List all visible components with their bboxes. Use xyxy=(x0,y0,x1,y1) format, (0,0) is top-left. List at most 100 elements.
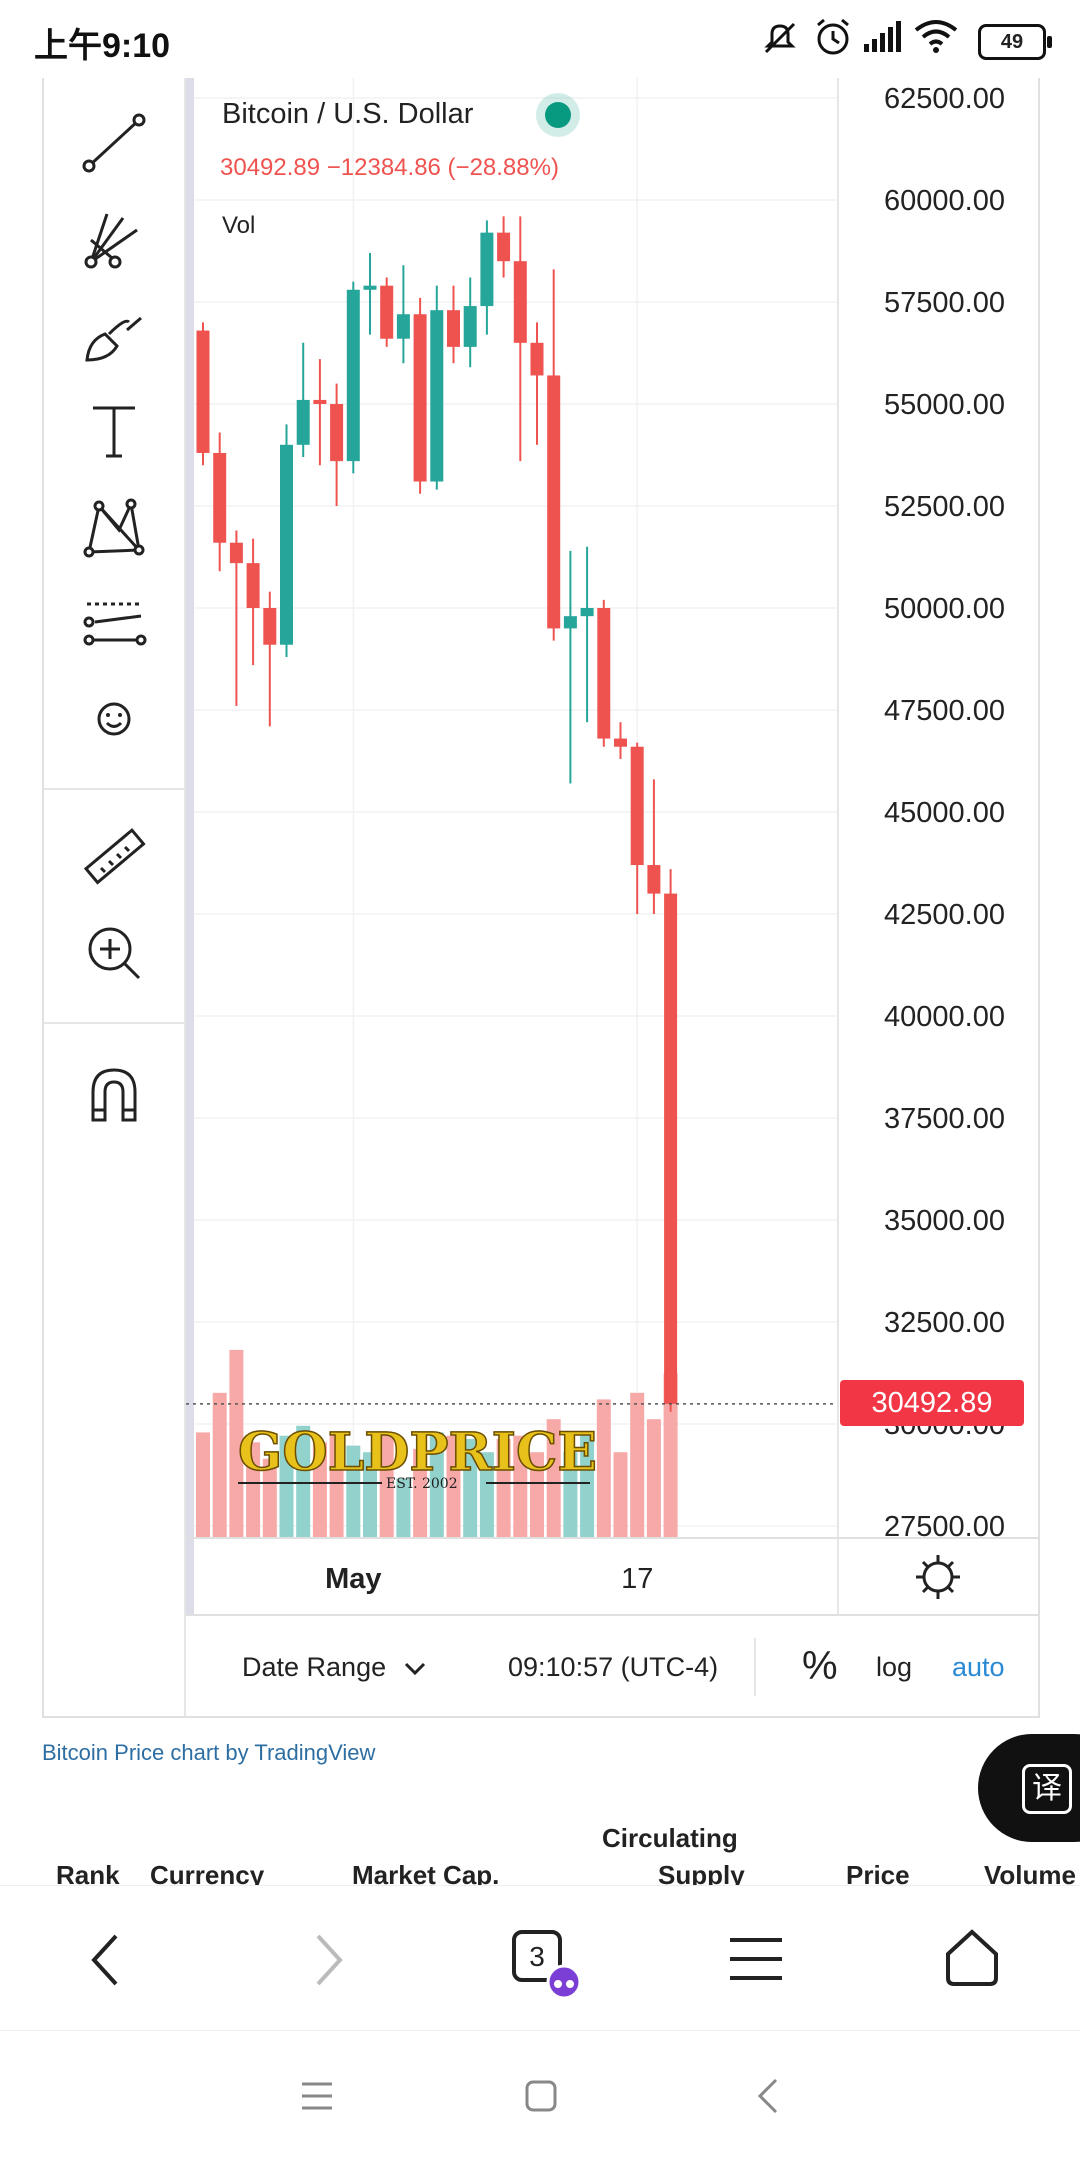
date-range-dropdown[interactable]: Date Range xyxy=(242,1652,426,1683)
text-tool[interactable] xyxy=(44,386,184,476)
price-tick-label: 50000.00 xyxy=(884,593,1005,625)
candle xyxy=(597,599,611,747)
translate-button[interactable] xyxy=(978,1734,1080,1842)
last-price-tag: 30492.89 xyxy=(840,1380,1024,1426)
price-tick-label: 42500.00 xyxy=(884,899,1005,931)
candle xyxy=(497,216,511,278)
settings-button[interactable] xyxy=(916,1555,960,1599)
candle xyxy=(380,277,394,347)
col-supply-line1[interactable]: Circulating xyxy=(602,1823,738,1853)
brush-icon xyxy=(85,316,142,362)
volume-bar xyxy=(463,1439,478,1538)
date-range-label: Date Range xyxy=(242,1652,387,1682)
candle-body xyxy=(580,608,594,617)
candle-body xyxy=(647,865,661,894)
price-tick-label: 37500.00 xyxy=(884,1103,1005,1135)
tabs-button[interactable]: 3 xyxy=(512,1930,562,1982)
emoji-tool[interactable] xyxy=(44,674,184,764)
volume-bar xyxy=(296,1425,311,1538)
symbol-title[interactable]: Bitcoin / U.S. Dollar xyxy=(222,98,474,130)
fib-fan-icon xyxy=(84,213,138,269)
candle xyxy=(363,253,377,335)
candle-body xyxy=(396,314,410,339)
status-bar: 上午9:10 49 xyxy=(0,0,1080,78)
menu-button[interactable] xyxy=(728,1936,784,1982)
candle xyxy=(246,538,260,666)
volume-bar xyxy=(630,1392,645,1538)
candle-body xyxy=(346,289,360,462)
candle xyxy=(413,297,427,494)
brush-tool[interactable] xyxy=(44,290,184,380)
mute-icon xyxy=(764,22,796,54)
translate-icon: 译 xyxy=(1022,1764,1072,1814)
system-navigation-bar xyxy=(0,2030,1080,2161)
volume-bar xyxy=(530,1452,544,1538)
watermark-text: GOLDPRICE xyxy=(238,1422,597,1483)
candle xyxy=(263,591,277,727)
gann-fan-tool[interactable] xyxy=(44,194,184,284)
candle-body xyxy=(213,452,227,543)
chevron-right-icon xyxy=(316,1934,343,1986)
volume-bar xyxy=(663,1373,678,1538)
smiley-icon xyxy=(97,702,131,736)
recents-icon xyxy=(302,2082,332,2110)
volume-bar xyxy=(496,1439,511,1538)
candle xyxy=(647,779,661,914)
drawing-toolbar xyxy=(44,78,186,1716)
candle xyxy=(563,550,577,784)
market-status-dot[interactable] xyxy=(545,102,571,128)
forward-button[interactable] xyxy=(308,1932,348,1988)
price-chart[interactable]: GOLDPRICE EST. 2002 62500.00 60000.00 5750… xyxy=(186,78,1038,1638)
status-time: 上午9:10 xyxy=(34,27,171,65)
text-icon xyxy=(93,406,135,458)
time-axis[interactable]: May 17 xyxy=(325,1563,653,1595)
percent-scale-button[interactable]: % xyxy=(802,1644,838,1688)
volume-legend[interactable]: Vol xyxy=(222,212,256,239)
volume-bar xyxy=(246,1442,261,1538)
measure-tool[interactable] xyxy=(44,812,184,902)
candle-body xyxy=(196,330,210,453)
toolbar-divider xyxy=(44,788,184,790)
recents-button[interactable] xyxy=(300,2081,334,2111)
log-scale-button[interactable]: log xyxy=(876,1652,913,1682)
candle-body xyxy=(563,616,577,629)
candle xyxy=(530,322,544,445)
candle-body xyxy=(296,399,310,445)
system-back-button[interactable] xyxy=(756,2077,780,2115)
home-button[interactable] xyxy=(942,1928,1002,1988)
candle-body xyxy=(630,746,644,866)
system-home-button[interactable] xyxy=(524,2079,558,2113)
toolbar-divider xyxy=(44,1022,184,1024)
candle-body xyxy=(430,310,444,482)
volume-bar xyxy=(396,1478,411,1538)
ruler-icon xyxy=(83,828,146,885)
volume-bar xyxy=(196,1432,210,1538)
gear-icon xyxy=(916,1555,960,1599)
candle xyxy=(447,285,460,364)
volume-bar xyxy=(346,1445,361,1538)
candle-body xyxy=(246,563,260,608)
candle xyxy=(396,265,410,364)
volume-bar xyxy=(646,1419,661,1538)
magnet-tool[interactable] xyxy=(44,1048,184,1138)
xabcd-pattern-icon xyxy=(83,498,145,558)
candle xyxy=(296,342,310,458)
candle xyxy=(480,220,494,335)
alarm-icon xyxy=(817,18,849,55)
goldprice-watermark: GOLDPRICE EST. 2002 xyxy=(237,1421,598,1492)
back-button[interactable] xyxy=(86,1932,126,1988)
volume-bar xyxy=(312,1442,327,1538)
price-axis[interactable]: 62500.00 60000.00 57500.00 55000.00 52500.00… xyxy=(884,83,1005,1543)
price-tick-label: 35000.00 xyxy=(884,1205,1005,1237)
candle-body xyxy=(497,232,511,262)
pattern-tool[interactable] xyxy=(44,482,184,572)
auto-scale-button[interactable]: auto xyxy=(952,1652,1005,1682)
trend-line-tool[interactable] xyxy=(44,98,184,188)
forecast-icon xyxy=(83,602,147,646)
price-tick-label: 40000.00 xyxy=(884,1001,1005,1033)
incognito-badge-icon xyxy=(546,1964,582,2000)
tradingview-credit-link[interactable]: Bitcoin Price chart by TradingView xyxy=(42,1740,376,1765)
zoom-in-tool[interactable] xyxy=(44,908,184,998)
candle-body xyxy=(313,399,327,404)
prediction-tool[interactable] xyxy=(44,578,184,668)
